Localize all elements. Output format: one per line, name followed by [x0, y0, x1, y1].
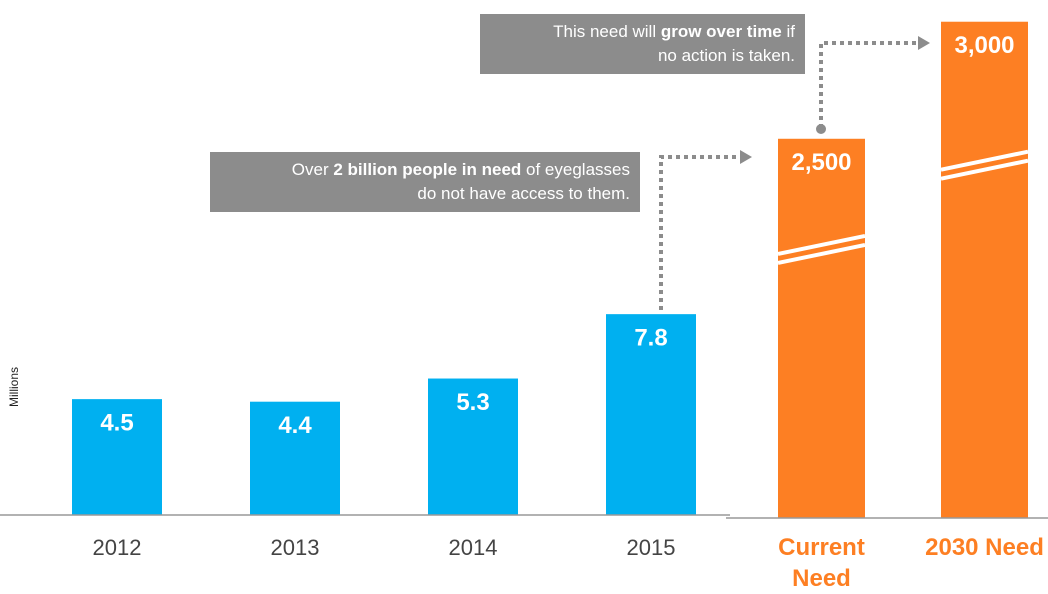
- value-label: 7.8: [634, 324, 667, 351]
- annotation-line: Over 2 billion people in need of eyeglas…: [220, 158, 630, 182]
- arrow-dot: [816, 124, 826, 134]
- dotted-arrow: [819, 41, 918, 128]
- annotation-text: do not have access to them.: [417, 184, 630, 203]
- arrow-head: [918, 36, 930, 50]
- x-tick-label: 2014: [448, 535, 498, 560]
- x-tick-label: 2015: [626, 535, 676, 560]
- axis-break: [940, 158, 1029, 181]
- annotation-line: no action is taken.: [490, 44, 795, 68]
- annotation-text: no action is taken.: [657, 46, 795, 65]
- axis-break: [777, 233, 866, 256]
- x-tick-label: 2030 Need: [925, 534, 1044, 561]
- annotation-text: of eyeglasses: [521, 160, 630, 179]
- x-tick-label: 2012: [92, 535, 142, 560]
- annotation: This need will grow over time if no actio…: [480, 14, 805, 74]
- bar: [250, 401, 340, 515]
- y-axis-label: Millions: [7, 366, 22, 408]
- bar: [606, 314, 696, 515]
- bar: [72, 399, 162, 515]
- arrows: [659, 41, 918, 310]
- bar: [778, 138, 865, 519]
- value-label: 4.5: [100, 409, 133, 436]
- x-tick-label: 2013: [270, 535, 320, 560]
- axis-break: [940, 149, 1029, 172]
- bar: [428, 378, 518, 515]
- annotation-line: This need will grow over time if: [490, 20, 795, 44]
- value-label: 2,500: [791, 149, 851, 176]
- value-label: 4.4: [278, 412, 312, 439]
- annotation: Over 2 billion people in need of eyeglas…: [210, 152, 640, 212]
- annotation-text: if: [781, 22, 795, 41]
- bar: [941, 21, 1028, 519]
- value-label: 3,000: [954, 32, 1014, 59]
- annotation-line: do not have access to them.: [220, 182, 630, 206]
- x-tick-label: Current Need: [778, 534, 865, 592]
- annotation-text: Over: [291, 160, 334, 179]
- axis-break: [777, 242, 866, 265]
- arrow-head: [740, 150, 752, 164]
- value-label: 5.3: [456, 389, 489, 416]
- annotation-text: grow over time: [660, 22, 782, 41]
- annotation-text: This need will: [553, 22, 661, 41]
- dotted-arrow: [659, 155, 740, 310]
- annotation-text: 2 billion people in need: [333, 160, 522, 179]
